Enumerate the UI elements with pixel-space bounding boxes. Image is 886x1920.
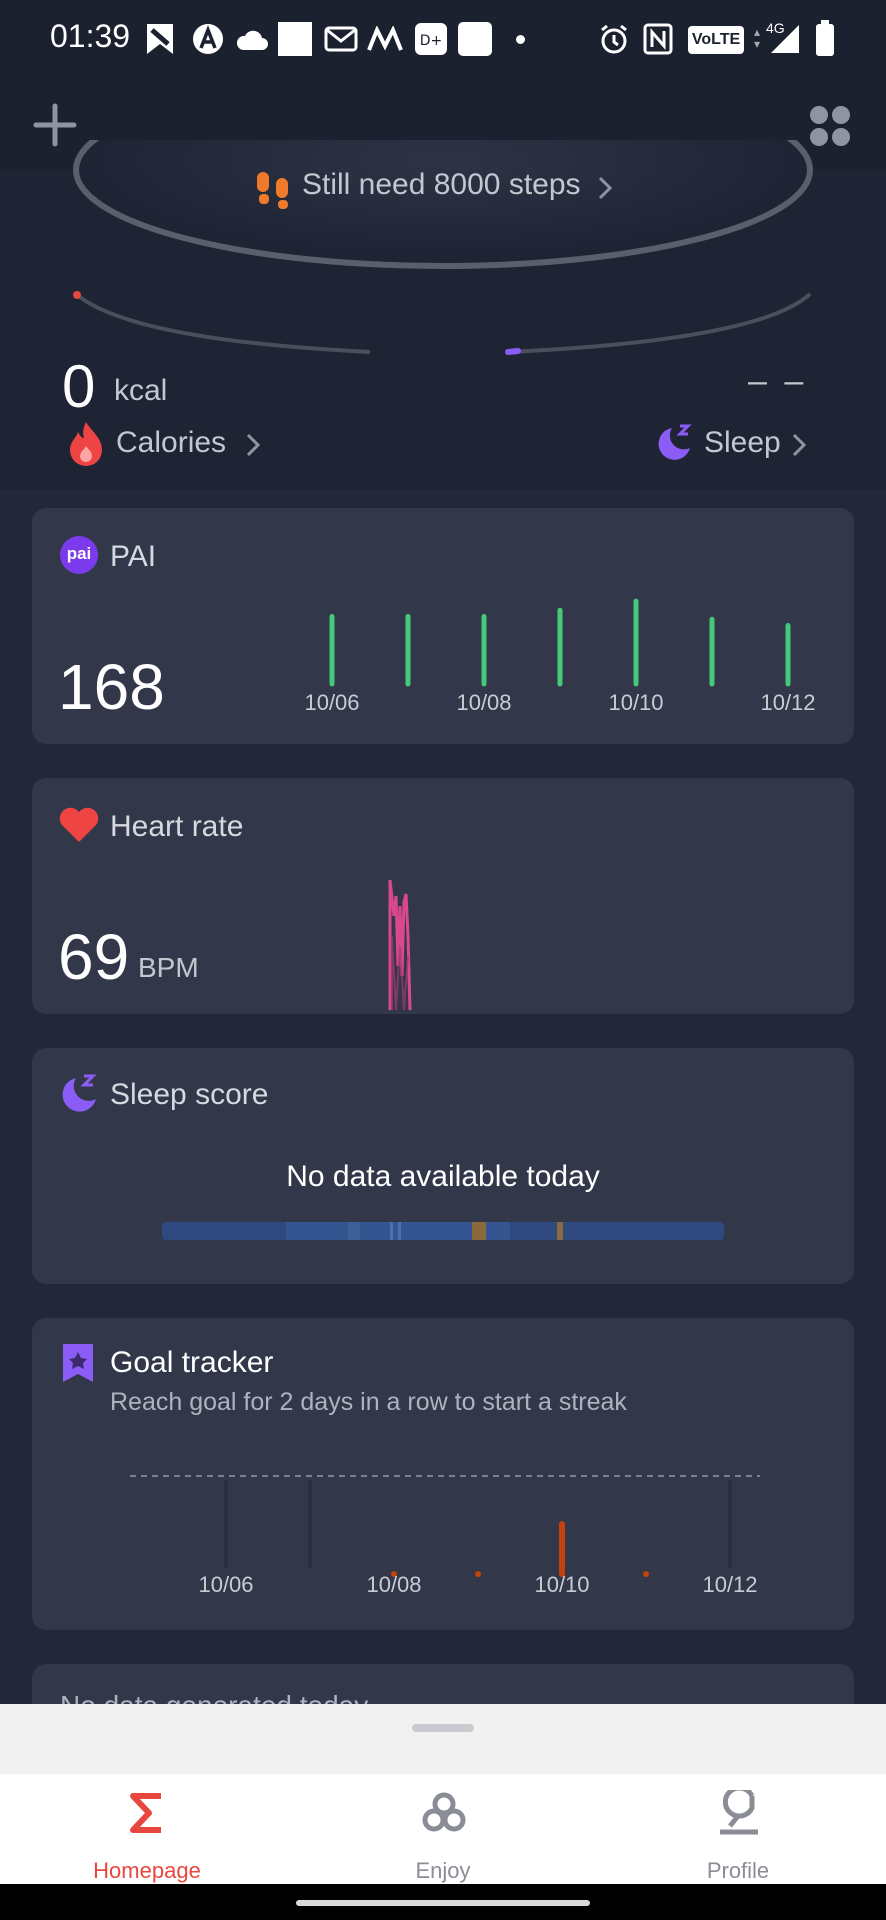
bookmark-icon bbox=[140, 22, 180, 56]
goal-tick-10/10: 10/10 bbox=[534, 1572, 589, 1597]
heart-rate-graph bbox=[386, 876, 416, 1011]
calories-unit: kcal bbox=[114, 374, 168, 407]
card-settings-icon[interactable] bbox=[808, 104, 852, 148]
goal-tick-10/08: 10/08 bbox=[366, 1572, 421, 1597]
notification-square-icon-2 bbox=[458, 22, 492, 56]
goal-mark-10/11 bbox=[643, 1571, 649, 1577]
pai-tick-10/06: 10/06 bbox=[304, 690, 359, 715]
profile-icon bbox=[716, 1785, 762, 1836]
ring-gauge-bottom bbox=[70, 280, 816, 360]
heart-rate-title: Heart rate bbox=[110, 810, 244, 843]
sleep-stage-bar bbox=[162, 1222, 724, 1240]
goal-tracker-subtitle: Reach goal for 2 days in a row to start … bbox=[110, 1388, 627, 1416]
pai-tick-10/12: 10/12 bbox=[760, 690, 815, 715]
data-arrows-icon: ▴ ▾ bbox=[754, 25, 761, 51]
steps-remaining-link[interactable]: Still need 8000 steps bbox=[302, 168, 581, 201]
bottom-sheet[interactable] bbox=[0, 1704, 886, 1774]
enjoy-knot-icon bbox=[421, 1790, 467, 1836]
alarm-icon bbox=[596, 22, 632, 56]
sleep-score-moon-icon bbox=[58, 1072, 100, 1116]
goal-tracker-title: Goal tracker bbox=[110, 1346, 274, 1379]
more-notifications-dot bbox=[516, 35, 525, 44]
heart-rate-card[interactable] bbox=[32, 778, 854, 1014]
pai-chart: 10/06 10/08 10/10 10/12 bbox=[304, 598, 816, 715]
nav-profile-label: Profile bbox=[706, 1858, 770, 1883]
calories-value: 0 bbox=[62, 353, 96, 420]
sheet-drag-handle[interactable] bbox=[412, 1724, 474, 1732]
pai-title: PAI bbox=[110, 540, 157, 573]
footsteps-icon bbox=[254, 170, 294, 210]
sleep-link[interactable]: Sleep bbox=[704, 426, 781, 459]
battery-tip bbox=[821, 20, 829, 25]
heart-rate-value: 69 bbox=[58, 921, 130, 993]
nav-homepage-label: Homepage bbox=[93, 1858, 201, 1883]
signal-icon bbox=[768, 22, 802, 56]
pai-tick-10/08: 10/08 bbox=[456, 690, 511, 715]
pai-card[interactable] bbox=[32, 508, 854, 744]
ring-gauge-top bbox=[70, 71, 816, 270]
nav-enjoy[interactable]: Enjoy bbox=[353, 1776, 533, 1883]
heart-rate-unit: BPM bbox=[138, 952, 199, 983]
homepage-sigma-icon bbox=[127, 1790, 167, 1836]
notification-square-icon bbox=[278, 22, 312, 56]
cloud-icon bbox=[232, 22, 272, 56]
goal-tick-10/12: 10/12 bbox=[702, 1572, 757, 1597]
status-time: 01:39 bbox=[50, 18, 131, 54]
svg-text:D+: D+ bbox=[420, 33, 443, 49]
add-button[interactable] bbox=[30, 100, 80, 150]
goal-mark-10/08 bbox=[391, 1571, 397, 1577]
steps-chevron-icon[interactable] bbox=[596, 170, 616, 206]
sleep-score-card[interactable] bbox=[32, 1048, 854, 1284]
pai-value: 168 bbox=[58, 651, 165, 723]
heart-icon bbox=[58, 806, 100, 844]
sleep-chevron-icon[interactable] bbox=[790, 428, 810, 462]
sleep-score-title: Sleep score bbox=[110, 1078, 269, 1111]
nav-enjoy-label: Enjoy bbox=[415, 1858, 471, 1883]
sleep-value: – – bbox=[748, 362, 808, 400]
battery-icon bbox=[816, 24, 834, 56]
goal-chart: 10/06 10/08 10/10 10/12 bbox=[130, 1475, 760, 1597]
goal-ribbon-icon bbox=[60, 1342, 96, 1384]
volte-icon: VoLTE bbox=[688, 26, 744, 54]
calories-link[interactable]: Calories bbox=[116, 426, 227, 459]
pai-tick-10/10: 10/10 bbox=[608, 690, 663, 715]
goal-mark-10/09 bbox=[475, 1571, 481, 1577]
nav-profile[interactable]: Profile bbox=[648, 1776, 828, 1883]
calories-chevron-icon[interactable] bbox=[244, 428, 264, 462]
nav-homepage[interactable]: Homepage bbox=[57, 1776, 237, 1883]
app-m-icon bbox=[364, 22, 406, 56]
pai-badge-icon: pai bbox=[60, 536, 98, 574]
goal-tracker-card[interactable] bbox=[32, 1318, 854, 1630]
goal-tick-10/06: 10/06 bbox=[198, 1572, 253, 1597]
home-gesture-handle[interactable] bbox=[296, 1900, 590, 1906]
sleep-no-data-message: No data available today bbox=[286, 1160, 600, 1193]
gmail-icon bbox=[322, 22, 360, 56]
nfc-icon bbox=[640, 22, 676, 56]
app-a-icon bbox=[188, 22, 228, 56]
network-type: 4G bbox=[766, 20, 785, 36]
sleep-moon-icon bbox=[654, 422, 694, 464]
flame-icon bbox=[66, 420, 106, 466]
disney-plus-icon: D+ bbox=[412, 22, 450, 56]
